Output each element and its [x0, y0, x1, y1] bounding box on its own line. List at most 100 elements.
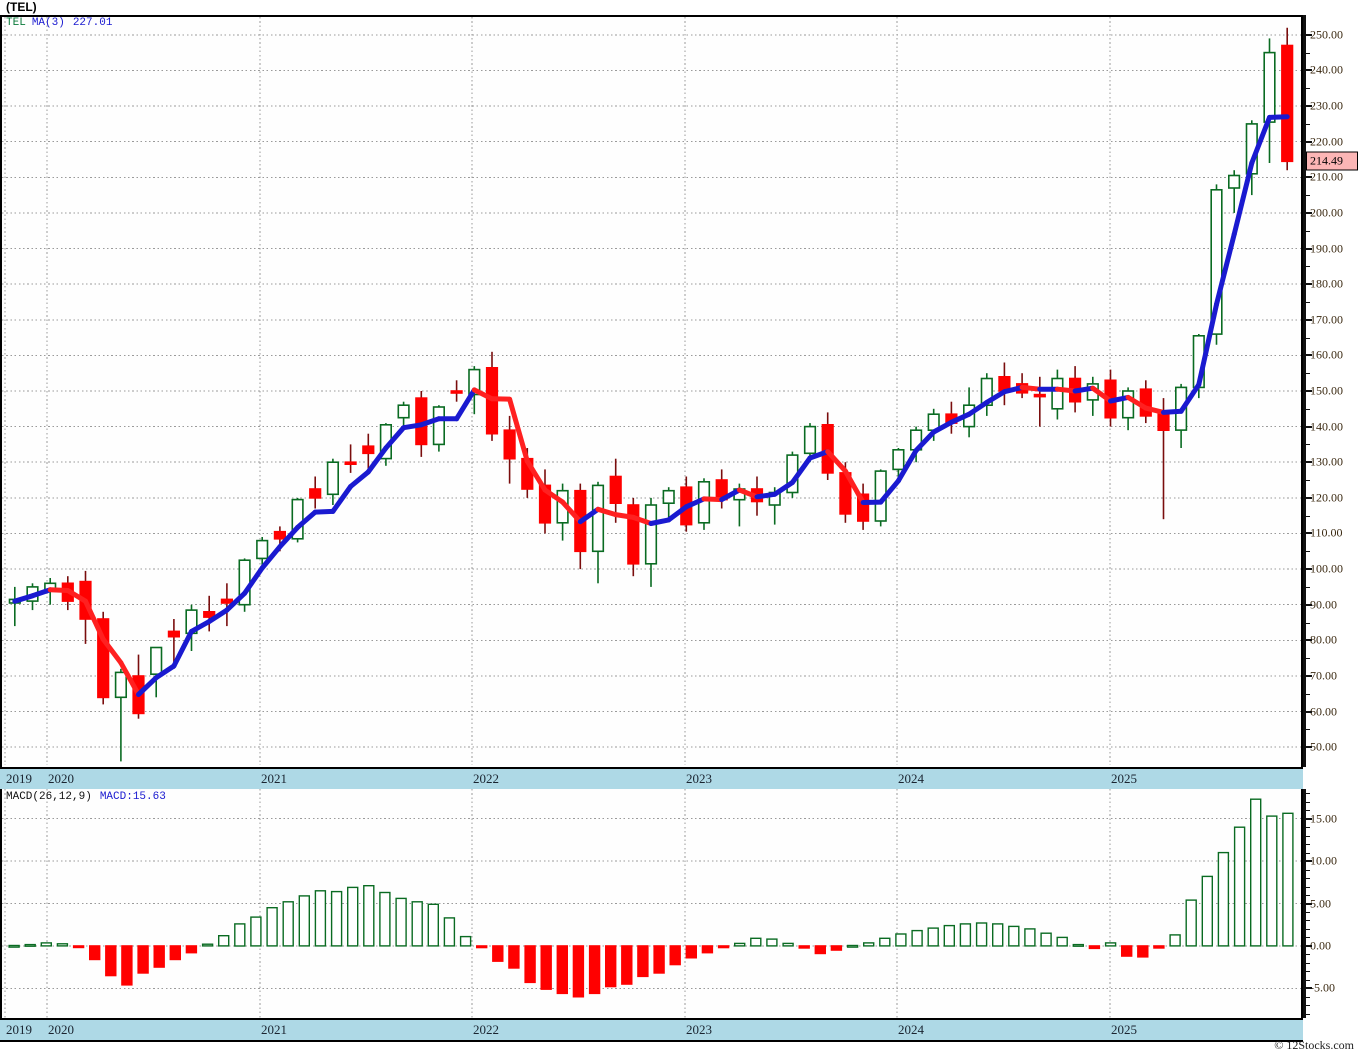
price-axis-minor-tick: [1306, 622, 1310, 624]
price-axis-label: 250.00: [1310, 27, 1343, 42]
price-axis-tick: [1306, 746, 1312, 749]
price-chart-panel[interactable]: [0, 15, 1303, 767]
macd-axis-minor-tick: [1306, 793, 1310, 795]
macd-chart-panel[interactable]: [0, 789, 1303, 1018]
macd-axis-minor-tick: [1306, 979, 1310, 981]
price-axis-tick: [1306, 461, 1312, 464]
chart-title-bar: (TEL): [0, 0, 1360, 15]
macd-axis-minor-tick: [1306, 996, 1310, 998]
price-axis-minor-tick: [1306, 408, 1310, 410]
price-legend: TEL MA(3) 227.01: [6, 17, 112, 29]
price-axis-label: 110.00: [1310, 525, 1343, 540]
price-axis-label: 180.00: [1310, 276, 1343, 291]
price-axis-label: 210.00: [1310, 169, 1343, 184]
price-axis-tick: [1306, 568, 1312, 571]
price-axis-minor-tick: [1306, 373, 1310, 375]
last-price-flag: 214.49: [1306, 151, 1358, 171]
price-axis-tick: [1306, 283, 1312, 286]
price-axis-label: 80.00: [1310, 632, 1337, 647]
price-axis-minor-tick: [1306, 693, 1310, 695]
price-axis-tick: [1306, 247, 1312, 250]
macd-axis-label: 0.00: [1310, 938, 1331, 953]
price-axis-label: 160.00: [1310, 347, 1343, 362]
macd-axis-minor-tick: [1306, 920, 1310, 922]
x-axis-label: 2019: [6, 771, 32, 786]
footer-copyright: © 12Stocks.com: [1274, 1038, 1354, 1052]
x-axis-label: 2023: [686, 1022, 712, 1037]
macd-axis-minor-tick: [1306, 895, 1310, 897]
macd-axis-minor-tick: [1306, 844, 1310, 846]
x-axis-band-bottom: 2019 2020 2021 2022 2023 2024 2025: [0, 1018, 1303, 1042]
macd-axis-tick: [1306, 860, 1312, 863]
price-axis-label: 50.00: [1310, 739, 1337, 754]
price-axis-minor-tick: [1306, 123, 1310, 125]
price-axis-tick: [1306, 176, 1312, 179]
x-axis-band-top: 2019 2020 2021 2022 2023 2024 2025: [0, 767, 1303, 791]
price-axis-tick: [1306, 105, 1312, 108]
x-axis-label: 2023: [686, 771, 712, 786]
price-axis-minor-tick: [1306, 729, 1310, 731]
macd-axis-minor-tick: [1306, 911, 1310, 913]
price-axis-label: 200.00: [1310, 205, 1343, 220]
x-axis-label: 2020: [48, 1022, 74, 1037]
macd-axis-minor-tick: [1306, 827, 1310, 829]
macd-legend-label: MACD(26,12,9): [6, 791, 92, 803]
price-axis-minor-tick: [1306, 52, 1310, 54]
x-axis-label: 2021: [261, 1022, 287, 1037]
price-axis-label: 130.00: [1310, 454, 1343, 469]
price-axis-tick: [1306, 390, 1312, 392]
price-axis-tick: [1306, 603, 1312, 606]
price-axis-minor-tick: [1306, 480, 1310, 482]
macd-axis-spine: [1303, 789, 1306, 1018]
price-axis-label: 70.00: [1310, 668, 1337, 683]
price-axis-minor-tick: [1306, 444, 1310, 446]
x-axis-label: 2024: [898, 1022, 924, 1037]
x-axis-label: 2020: [48, 771, 74, 786]
price-axis-tick: [1306, 496, 1312, 499]
macd-axis-minor-tick: [1306, 937, 1310, 939]
macd-axis-tick: [1306, 902, 1312, 905]
price-y-axis: 250.00 240.00 230.00 220.00 210.00 200.00 190.…: [1303, 15, 1360, 767]
macd-axis-minor-tick: [1306, 971, 1310, 973]
macd-chart-svg: [2, 789, 1301, 1018]
price-axis-spine: [1303, 15, 1306, 767]
price-axis-minor-tick: [1306, 88, 1310, 90]
price-axis-minor-tick: [1306, 195, 1310, 197]
price-axis-label: 220.00: [1310, 134, 1343, 149]
macd-axis-minor-tick: [1306, 928, 1310, 930]
price-axis-minor-tick: [1306, 230, 1310, 232]
x-axis-label: 2025: [1111, 771, 1137, 786]
price-axis-label: 60.00: [1310, 704, 1337, 719]
macd-axis-label: -5.00: [1310, 980, 1335, 995]
macd-axis-label: 5.00: [1310, 896, 1331, 910]
macd-axis-label: 10.00: [1310, 853, 1337, 868]
price-axis-minor-tick: [1306, 301, 1310, 303]
macd-axis-minor-tick: [1306, 835, 1310, 837]
price-axis-tick: [1306, 532, 1312, 535]
price-axis-label: 170.00: [1310, 312, 1343, 327]
macd-axis-minor-tick: [1306, 1005, 1310, 1007]
price-axis-tick: [1306, 710, 1312, 713]
price-axis-label: 230.00: [1310, 98, 1343, 113]
macd-axis-minor-tick: [1306, 869, 1310, 871]
macd-axis-minor-tick: [1306, 962, 1310, 964]
macd-axis-tick: [1306, 817, 1312, 820]
x-axis-label: 2019: [6, 1022, 32, 1037]
price-axis-label: 100.00: [1310, 561, 1343, 576]
x-axis-label: 2025: [1111, 1022, 1137, 1037]
price-axis-label: 140.00: [1310, 419, 1343, 434]
price-axis-tick: [1306, 140, 1312, 143]
macd-axis-minor-tick: [1306, 878, 1310, 880]
price-axis-tick: [1306, 69, 1312, 72]
price-chart-svg: [2, 17, 1301, 765]
macd-y-axis: 15.00 10.00 5.00 0.00 -5.00: [1303, 789, 1360, 1018]
x-axis-label: 2021: [261, 771, 287, 786]
legend-ma-value: 227.01: [72, 17, 113, 29]
price-axis-label: 90.00: [1310, 597, 1337, 612]
price-axis-tick: [1306, 211, 1312, 214]
macd-axis-tick: [1306, 944, 1312, 947]
price-axis-minor-tick: [1306, 551, 1310, 553]
price-axis-label: 150.00: [1310, 383, 1343, 398]
macd-legend-value: MACD:15.63: [99, 791, 166, 803]
